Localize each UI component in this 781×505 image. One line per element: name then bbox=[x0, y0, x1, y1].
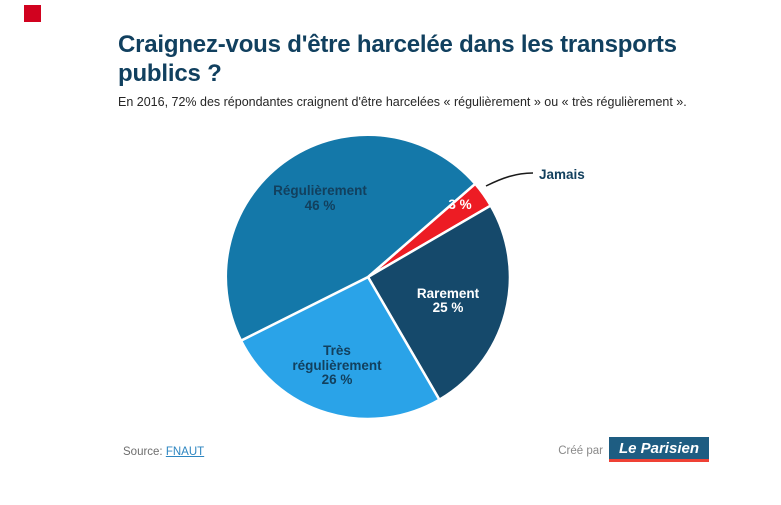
pie-label: Très bbox=[323, 343, 351, 358]
pie-label: 25 % bbox=[433, 300, 464, 315]
red-square-marker bbox=[24, 5, 41, 22]
pie-slice-rarement[interactable] bbox=[366, 204, 512, 401]
pie-label: Jamais bbox=[539, 167, 585, 182]
pie-label: Régulièrement bbox=[273, 183, 367, 198]
credit-line: Créé par Le Parisien bbox=[558, 437, 709, 462]
pie-slice-tr-s-r-guli-rement[interactable] bbox=[239, 275, 441, 421]
credit-label: Créé par bbox=[558, 445, 603, 457]
le-parisien-logo[interactable]: Le Parisien bbox=[608, 437, 709, 462]
jamais-leader-line bbox=[485, 172, 534, 187]
pie-label: 26 % bbox=[322, 372, 353, 387]
pie-label: régulièrement bbox=[292, 358, 382, 373]
pie-label: 3 % bbox=[448, 197, 471, 212]
source-link[interactable]: FNAUT bbox=[165, 446, 205, 458]
pie-label: 46 % bbox=[305, 198, 336, 213]
source-label: Source: bbox=[123, 446, 163, 458]
chart-title: Craignez-vous d'être harcelée dans les t… bbox=[118, 31, 677, 88]
pie-slice-r-guli-rement[interactable] bbox=[224, 133, 477, 342]
source-line: Source: FNAUT bbox=[123, 446, 204, 458]
pie-label: Rarement bbox=[417, 286, 480, 301]
chart-subtitle: En 2016, 72% des répondantes craignent d… bbox=[118, 95, 687, 109]
